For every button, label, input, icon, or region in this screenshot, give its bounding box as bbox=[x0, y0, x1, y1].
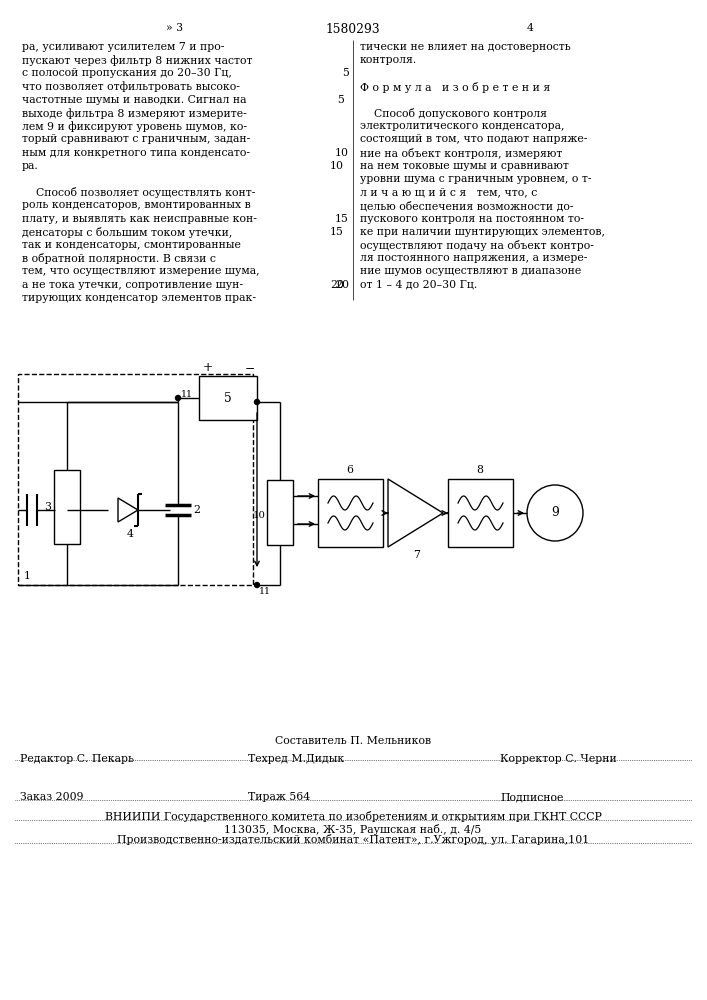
Text: плату, и выявлять как неисправные кон-: плату, и выявлять как неисправные кон- bbox=[22, 214, 257, 224]
Text: ра.: ра. bbox=[22, 161, 39, 171]
Text: л и ч а ю щ и й с я   тем, что, с: л и ч а ю щ и й с я тем, что, с bbox=[360, 187, 537, 197]
Text: денсаторы с большим током утечки,: денсаторы с большим током утечки, bbox=[22, 227, 233, 238]
Text: Корректор С. Черни: Корректор С. Черни bbox=[500, 754, 617, 764]
Text: тически не влияет на достоверность: тически не влияет на достоверность bbox=[360, 42, 571, 52]
Text: ля постоянного напряжения, а измере-: ля постоянного напряжения, а измере- bbox=[360, 253, 588, 263]
Text: торый сравнивают с граничным, задан-: торый сравнивают с граничным, задан- bbox=[22, 134, 250, 144]
Circle shape bbox=[255, 582, 259, 587]
Text: 8: 8 bbox=[477, 465, 484, 475]
Text: Ф о р м у л а   и з о б р е т е н и я: Ф о р м у л а и з о б р е т е н и я bbox=[360, 82, 550, 93]
Text: 11: 11 bbox=[259, 587, 271, 596]
Circle shape bbox=[175, 395, 180, 400]
Text: 15: 15 bbox=[335, 214, 349, 224]
Circle shape bbox=[527, 485, 583, 541]
Text: электролитического конденсатора,: электролитического конденсатора, bbox=[360, 121, 564, 131]
Text: 10: 10 bbox=[253, 510, 266, 520]
Bar bbox=[318, 479, 383, 547]
Text: на нем токовые шумы и сравнивают: на нем токовые шумы и сравнивают bbox=[360, 161, 569, 171]
Text: Тираж 564: Тираж 564 bbox=[248, 792, 310, 802]
Text: +: + bbox=[203, 361, 213, 374]
Text: −: − bbox=[245, 361, 255, 374]
Polygon shape bbox=[388, 479, 443, 547]
Text: а не тока утечки, сопротивление шун-: а не тока утечки, сопротивление шун- bbox=[22, 280, 243, 290]
Text: от 1 – 4 до 20–30 Гц.: от 1 – 4 до 20–30 Гц. bbox=[360, 280, 477, 290]
Text: Заказ 2009: Заказ 2009 bbox=[20, 792, 83, 802]
Text: Подписное: Подписное bbox=[500, 792, 563, 802]
Text: Способ позволяет осуществлять конт-: Способ позволяет осуществлять конт- bbox=[22, 187, 255, 198]
Text: Редактор С. Пекарь: Редактор С. Пекарь bbox=[20, 754, 134, 764]
Text: 11: 11 bbox=[181, 390, 193, 399]
Bar bbox=[448, 479, 513, 547]
Text: уровни шума с граничным уровнем, о т-: уровни шума с граничным уровнем, о т- bbox=[360, 174, 592, 184]
Text: что позволяет отфильтровать высоко-: что позволяет отфильтровать высоко- bbox=[22, 82, 240, 92]
Text: пускового контроля на постоянном то-: пускового контроля на постоянном то- bbox=[360, 214, 584, 224]
Text: » 3: » 3 bbox=[166, 23, 184, 33]
Text: выходе фильтра 8 измеряют измерите-: выходе фильтра 8 измеряют измерите- bbox=[22, 108, 247, 119]
Text: пускают через фильтр 8 нижних частот: пускают через фильтр 8 нижних частот bbox=[22, 55, 252, 66]
Text: частотные шумы и наводки. Сигнал на: частотные шумы и наводки. Сигнал на bbox=[22, 95, 247, 105]
Text: осуществляют подачу на объект контро-: осуществляют подачу на объект контро- bbox=[360, 240, 594, 251]
Text: 1: 1 bbox=[24, 571, 31, 581]
Text: 2: 2 bbox=[193, 505, 200, 515]
Text: ра, усиливают усилителем 7 и про-: ра, усиливают усилителем 7 и про- bbox=[22, 42, 224, 52]
Bar bbox=[18, 374, 253, 585]
Text: 7: 7 bbox=[414, 550, 421, 560]
Text: 4: 4 bbox=[127, 529, 134, 539]
Text: 113035, Москва, Ж-35, Раушская наб., д. 4/5: 113035, Москва, Ж-35, Раушская наб., д. … bbox=[224, 824, 481, 835]
Text: ным для конкретного типа конденсато-: ным для конкретного типа конденсато- bbox=[22, 148, 250, 158]
Text: лем 9 и фиксируют уровень шумов, ко-: лем 9 и фиксируют уровень шумов, ко- bbox=[22, 121, 247, 132]
Text: 3: 3 bbox=[44, 502, 51, 512]
Text: 5: 5 bbox=[224, 391, 232, 404]
Text: Способ допускового контроля: Способ допускового контроля bbox=[360, 108, 547, 119]
Text: в обратной полярности. В связи с: в обратной полярности. В связи с bbox=[22, 253, 216, 264]
Text: 5: 5 bbox=[342, 68, 349, 78]
Text: ние шумов осуществляют в диапазоне: ние шумов осуществляют в диапазоне bbox=[360, 266, 581, 276]
Bar bbox=[267, 480, 293, 545]
Text: ВНИИПИ Государственного комитета по изобретениям и открытиям при ГКНТ СССР: ВНИИПИ Государственного комитета по изоб… bbox=[105, 811, 602, 822]
Bar bbox=[199, 376, 257, 420]
Text: Техред М.Дидык: Техред М.Дидык bbox=[248, 754, 344, 764]
Text: 10: 10 bbox=[330, 161, 344, 171]
Text: ке при наличии шунтирующих элементов,: ке при наличии шунтирующих элементов, bbox=[360, 227, 605, 237]
Text: 9: 9 bbox=[551, 506, 559, 520]
Text: тирующих конденсатор элементов прак-: тирующих конденсатор элементов прак- bbox=[22, 293, 256, 303]
Text: 4: 4 bbox=[527, 23, 534, 33]
Text: 10: 10 bbox=[335, 148, 349, 158]
Text: 20: 20 bbox=[330, 280, 344, 290]
Text: 20: 20 bbox=[335, 280, 349, 290]
Text: 6: 6 bbox=[346, 465, 354, 475]
Text: с полосой пропускания до 20–30 Гц,: с полосой пропускания до 20–30 Гц, bbox=[22, 68, 232, 78]
Bar bbox=[54, 470, 80, 544]
Text: так и конденсаторы, смонтированные: так и конденсаторы, смонтированные bbox=[22, 240, 241, 250]
Text: целью обеспечения возможности до-: целью обеспечения возможности до- bbox=[360, 200, 573, 211]
Text: 15: 15 bbox=[330, 227, 344, 237]
Text: состоящий в том, что подают напряже-: состоящий в том, что подают напряже- bbox=[360, 134, 588, 144]
Text: роль конденсаторов, вмонтированных в: роль конденсаторов, вмонтированных в bbox=[22, 200, 251, 210]
Text: контроля.: контроля. bbox=[360, 55, 417, 65]
Text: Производственно-издательский комбинат «Патент», г.Ужгород, ул. Гагарина,101: Производственно-издательский комбинат «П… bbox=[117, 834, 589, 845]
Text: 1580293: 1580293 bbox=[326, 23, 380, 36]
Text: тем, что осуществляют измерение шума,: тем, что осуществляют измерение шума, bbox=[22, 266, 259, 276]
Polygon shape bbox=[118, 498, 138, 522]
Text: 5: 5 bbox=[337, 95, 344, 105]
Text: ние на объект контроля, измеряют: ние на объект контроля, измеряют bbox=[360, 148, 562, 159]
Text: Составитель П. Мельников: Составитель П. Мельников bbox=[275, 736, 431, 746]
Circle shape bbox=[255, 399, 259, 404]
